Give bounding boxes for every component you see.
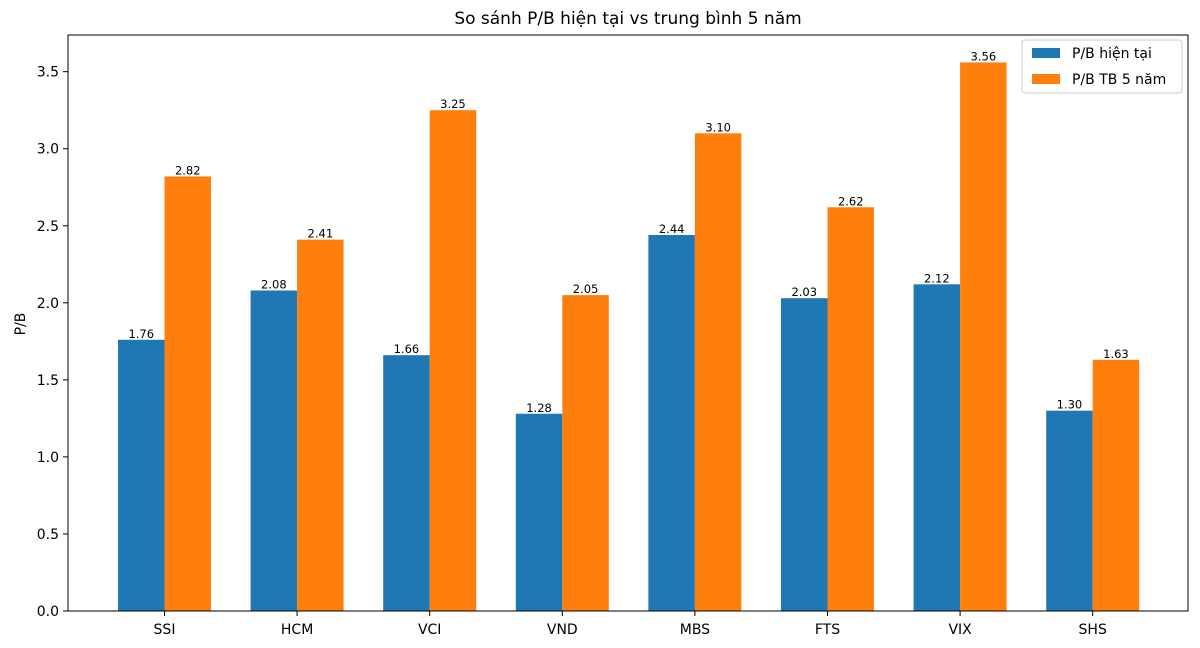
data-label-current-ssi: 1.76 xyxy=(128,327,154,341)
bar-current-hcm xyxy=(250,290,298,611)
data-label-5yr-avg-hcm: 2.41 xyxy=(308,227,334,241)
bar-5yr-avg-ssi xyxy=(164,176,211,611)
data-label-current-shs: 1.30 xyxy=(1057,398,1083,412)
bar-5yr-avg-fts xyxy=(827,207,874,612)
data-labels-group: 1.76 2.08 1.66 1.28 2.44 2.03 2.12 1.30 2.82 2.41… xyxy=(128,49,1128,414)
y-tick-label: 1.5 xyxy=(37,373,59,389)
bar-5yr-avg-vci xyxy=(429,110,477,611)
x-tick-label-shs: SHS xyxy=(1079,622,1107,638)
bar-5yr-avg-hcm xyxy=(297,239,344,612)
data-label-5yr-avg-shs: 1.63 xyxy=(1103,347,1129,361)
data-label-5yr-avg-vnd: 2.05 xyxy=(573,282,599,296)
bar-5yr-avg-shs xyxy=(1092,359,1140,611)
y-tick-label: 0.0 xyxy=(37,604,59,620)
legend-swatch-5yr-avg xyxy=(1032,74,1060,84)
bar-current-vci xyxy=(383,355,430,611)
x-tick-label-vix: VIX xyxy=(948,622,972,638)
data-label-current-vix: 2.12 xyxy=(924,271,950,285)
x-tick-label-fts: FTS xyxy=(815,622,840,638)
data-label-5yr-avg-ssi: 2.82 xyxy=(175,163,201,177)
bar-current-vix xyxy=(913,284,961,611)
y-axis-ticks: 0.0 0.5 1.0 1.5 2.0 2.5 3.0 3.5 xyxy=(37,65,68,620)
y-tick-label: 0.5 xyxy=(37,527,59,543)
data-label-current-vnd: 1.28 xyxy=(526,401,552,415)
bar-5yr-avg-mbs xyxy=(694,133,742,611)
x-tick-label-mbs: MBS xyxy=(680,622,710,638)
data-label-5yr-avg-fts: 2.62 xyxy=(838,194,864,208)
legend: P/B hiện tại P/B TB 5 năm xyxy=(1021,39,1183,94)
data-label-current-hcm: 2.08 xyxy=(261,277,287,291)
x-axis-ticks: SSI HCM VCI VND MBS FTS VIX SHS xyxy=(154,611,1107,638)
legend-label-5yr-avg: P/B TB 5 năm xyxy=(1072,72,1166,88)
x-tick-label-vci: VCI xyxy=(418,622,441,638)
y-tick-label: 2.5 xyxy=(37,219,59,235)
bar-current-ssi xyxy=(118,339,165,611)
legend-label-current: P/B hiện tại xyxy=(1072,46,1152,62)
bar-5yr-avg-vnd xyxy=(562,295,609,611)
bar-5yr-avg-vix xyxy=(960,62,1007,611)
chart-title: So sánh P/B hiện tại vs trung bình 5 năm xyxy=(454,9,801,29)
y-axis-label: P/B xyxy=(13,313,29,336)
data-label-current-fts: 2.03 xyxy=(791,285,817,299)
bars-group xyxy=(118,62,1140,612)
data-label-current-vci: 1.66 xyxy=(394,342,420,356)
bar-current-shs xyxy=(1046,410,1093,611)
bar-current-mbs xyxy=(648,235,695,611)
bar-current-fts xyxy=(781,298,828,611)
legend-box xyxy=(1021,39,1183,94)
x-tick-label-vnd: VND xyxy=(547,622,578,638)
legend-swatch-current xyxy=(1032,48,1060,58)
x-tick-label-hcm: HCM xyxy=(281,622,313,638)
plot-frame xyxy=(67,34,1189,612)
y-tick-label: 3.5 xyxy=(37,65,59,81)
y-tick-label: 2.0 xyxy=(37,296,59,312)
data-label-current-mbs: 2.44 xyxy=(659,222,685,236)
data-label-5yr-avg-vci: 3.25 xyxy=(440,97,466,111)
x-tick-label-ssi: SSI xyxy=(154,622,176,638)
y-tick-label: 3.0 xyxy=(37,142,59,158)
data-label-5yr-avg-vix: 3.56 xyxy=(971,49,997,63)
data-label-5yr-avg-mbs: 3.10 xyxy=(705,120,731,134)
y-tick-label: 1.0 xyxy=(37,450,59,466)
bar-current-vnd xyxy=(515,413,563,611)
